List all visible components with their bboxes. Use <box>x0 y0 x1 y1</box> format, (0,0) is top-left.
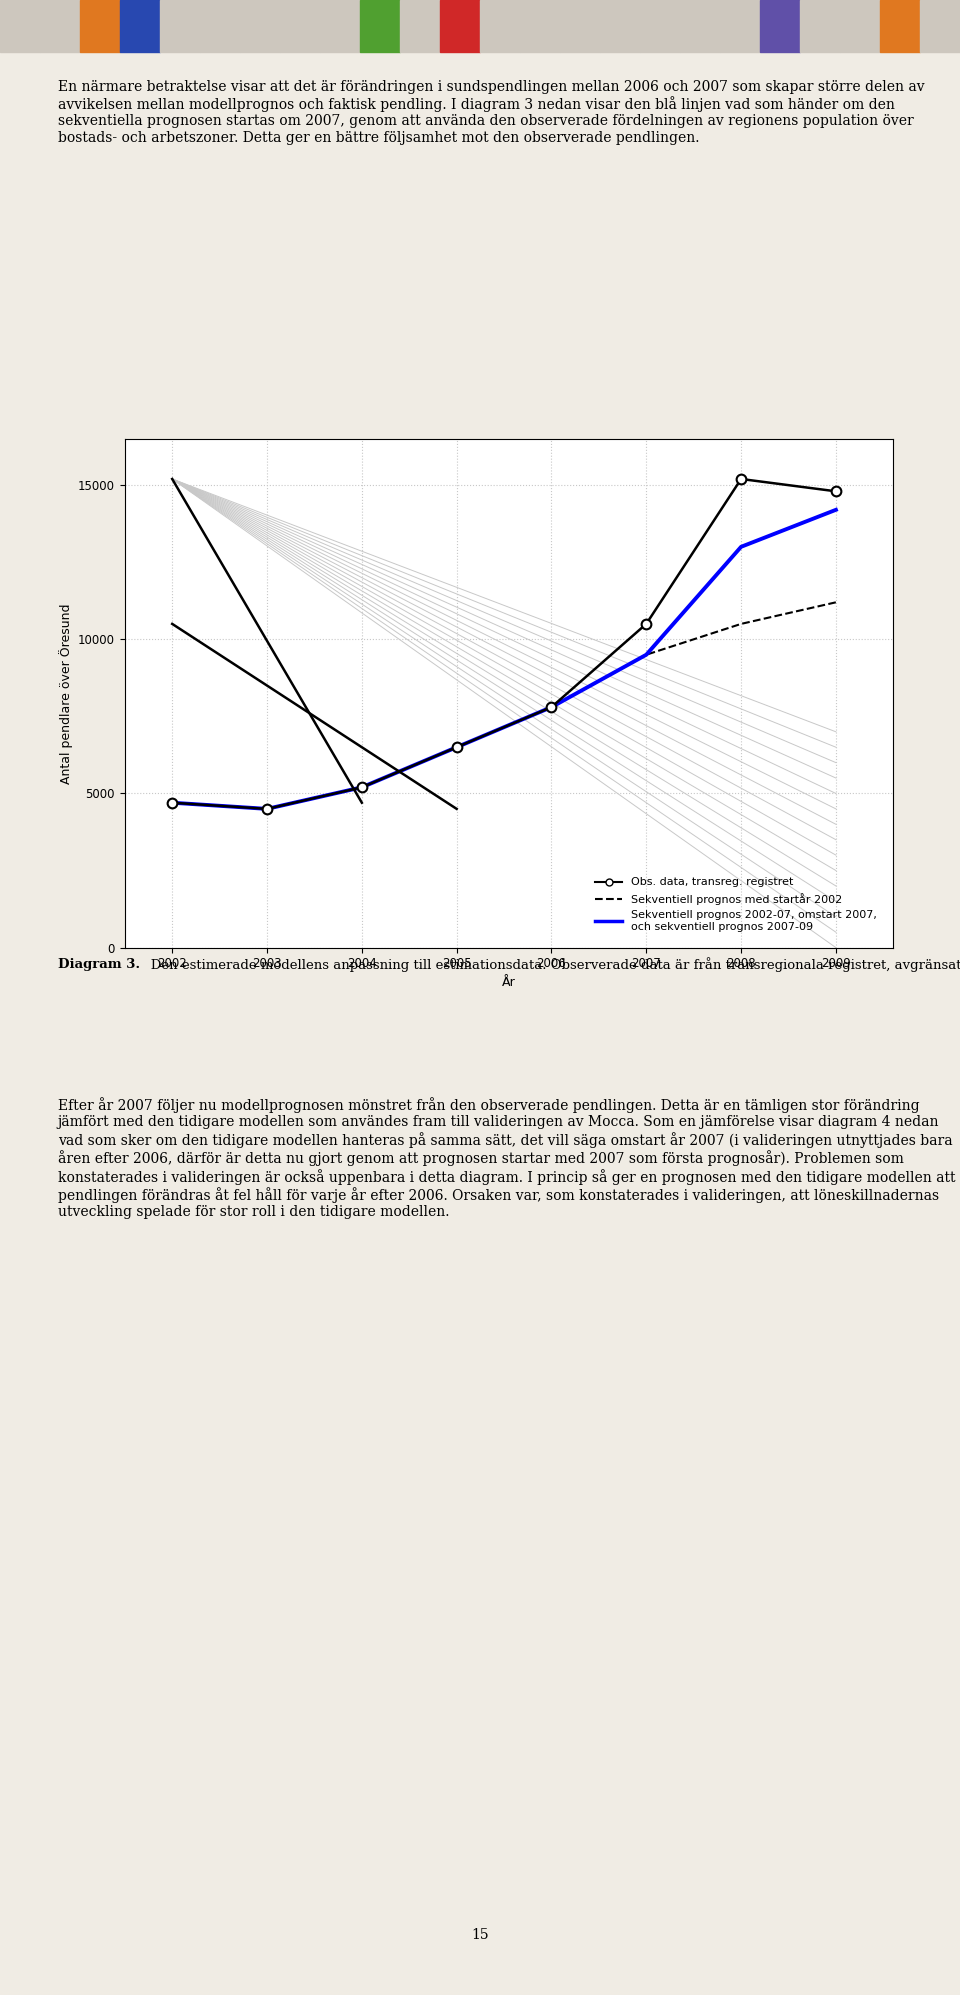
X-axis label: År: År <box>502 976 516 990</box>
Bar <box>440 0 480 52</box>
Text: Diagram 3.: Diagram 3. <box>58 958 140 972</box>
Bar <box>680 0 720 52</box>
Legend: Obs. data, transreg. registret, Sekventiell prognos med startår 2002, Sekventiel: Obs. data, transreg. registret, Sekventi… <box>590 874 881 936</box>
Bar <box>920 0 960 52</box>
Bar <box>200 0 240 52</box>
Bar <box>480 0 520 52</box>
Bar <box>600 0 640 52</box>
Bar <box>800 0 840 52</box>
Text: Efter år 2007 följer nu modellprognosen mönstret från den observerade pendlingen: Efter år 2007 följer nu modellprognosen … <box>58 1097 955 1219</box>
Text: 15: 15 <box>471 1927 489 1943</box>
Bar <box>280 0 320 52</box>
Bar <box>160 0 200 52</box>
Bar <box>120 0 160 52</box>
Bar <box>520 0 560 52</box>
Bar <box>240 0 280 52</box>
Text: En närmare betraktelse visar att det är förändringen i sundspendlingen mellan 20: En närmare betraktelse visar att det är … <box>58 80 924 146</box>
Bar <box>360 0 400 52</box>
Text: Den estimerade modellens anpassning till estimationsdata. Observerade data är fr: Den estimerade modellens anpassning till… <box>138 958 960 972</box>
Bar <box>400 0 440 52</box>
Bar <box>80 0 120 52</box>
Bar <box>40 0 80 52</box>
Bar <box>560 0 600 52</box>
Y-axis label: Antal pendlare över Öresund: Antal pendlare över Öresund <box>59 602 73 784</box>
Bar <box>840 0 880 52</box>
Bar <box>0 0 40 52</box>
Bar <box>640 0 680 52</box>
Bar <box>760 0 800 52</box>
Bar <box>880 0 920 52</box>
Bar <box>320 0 360 52</box>
Bar <box>720 0 760 52</box>
